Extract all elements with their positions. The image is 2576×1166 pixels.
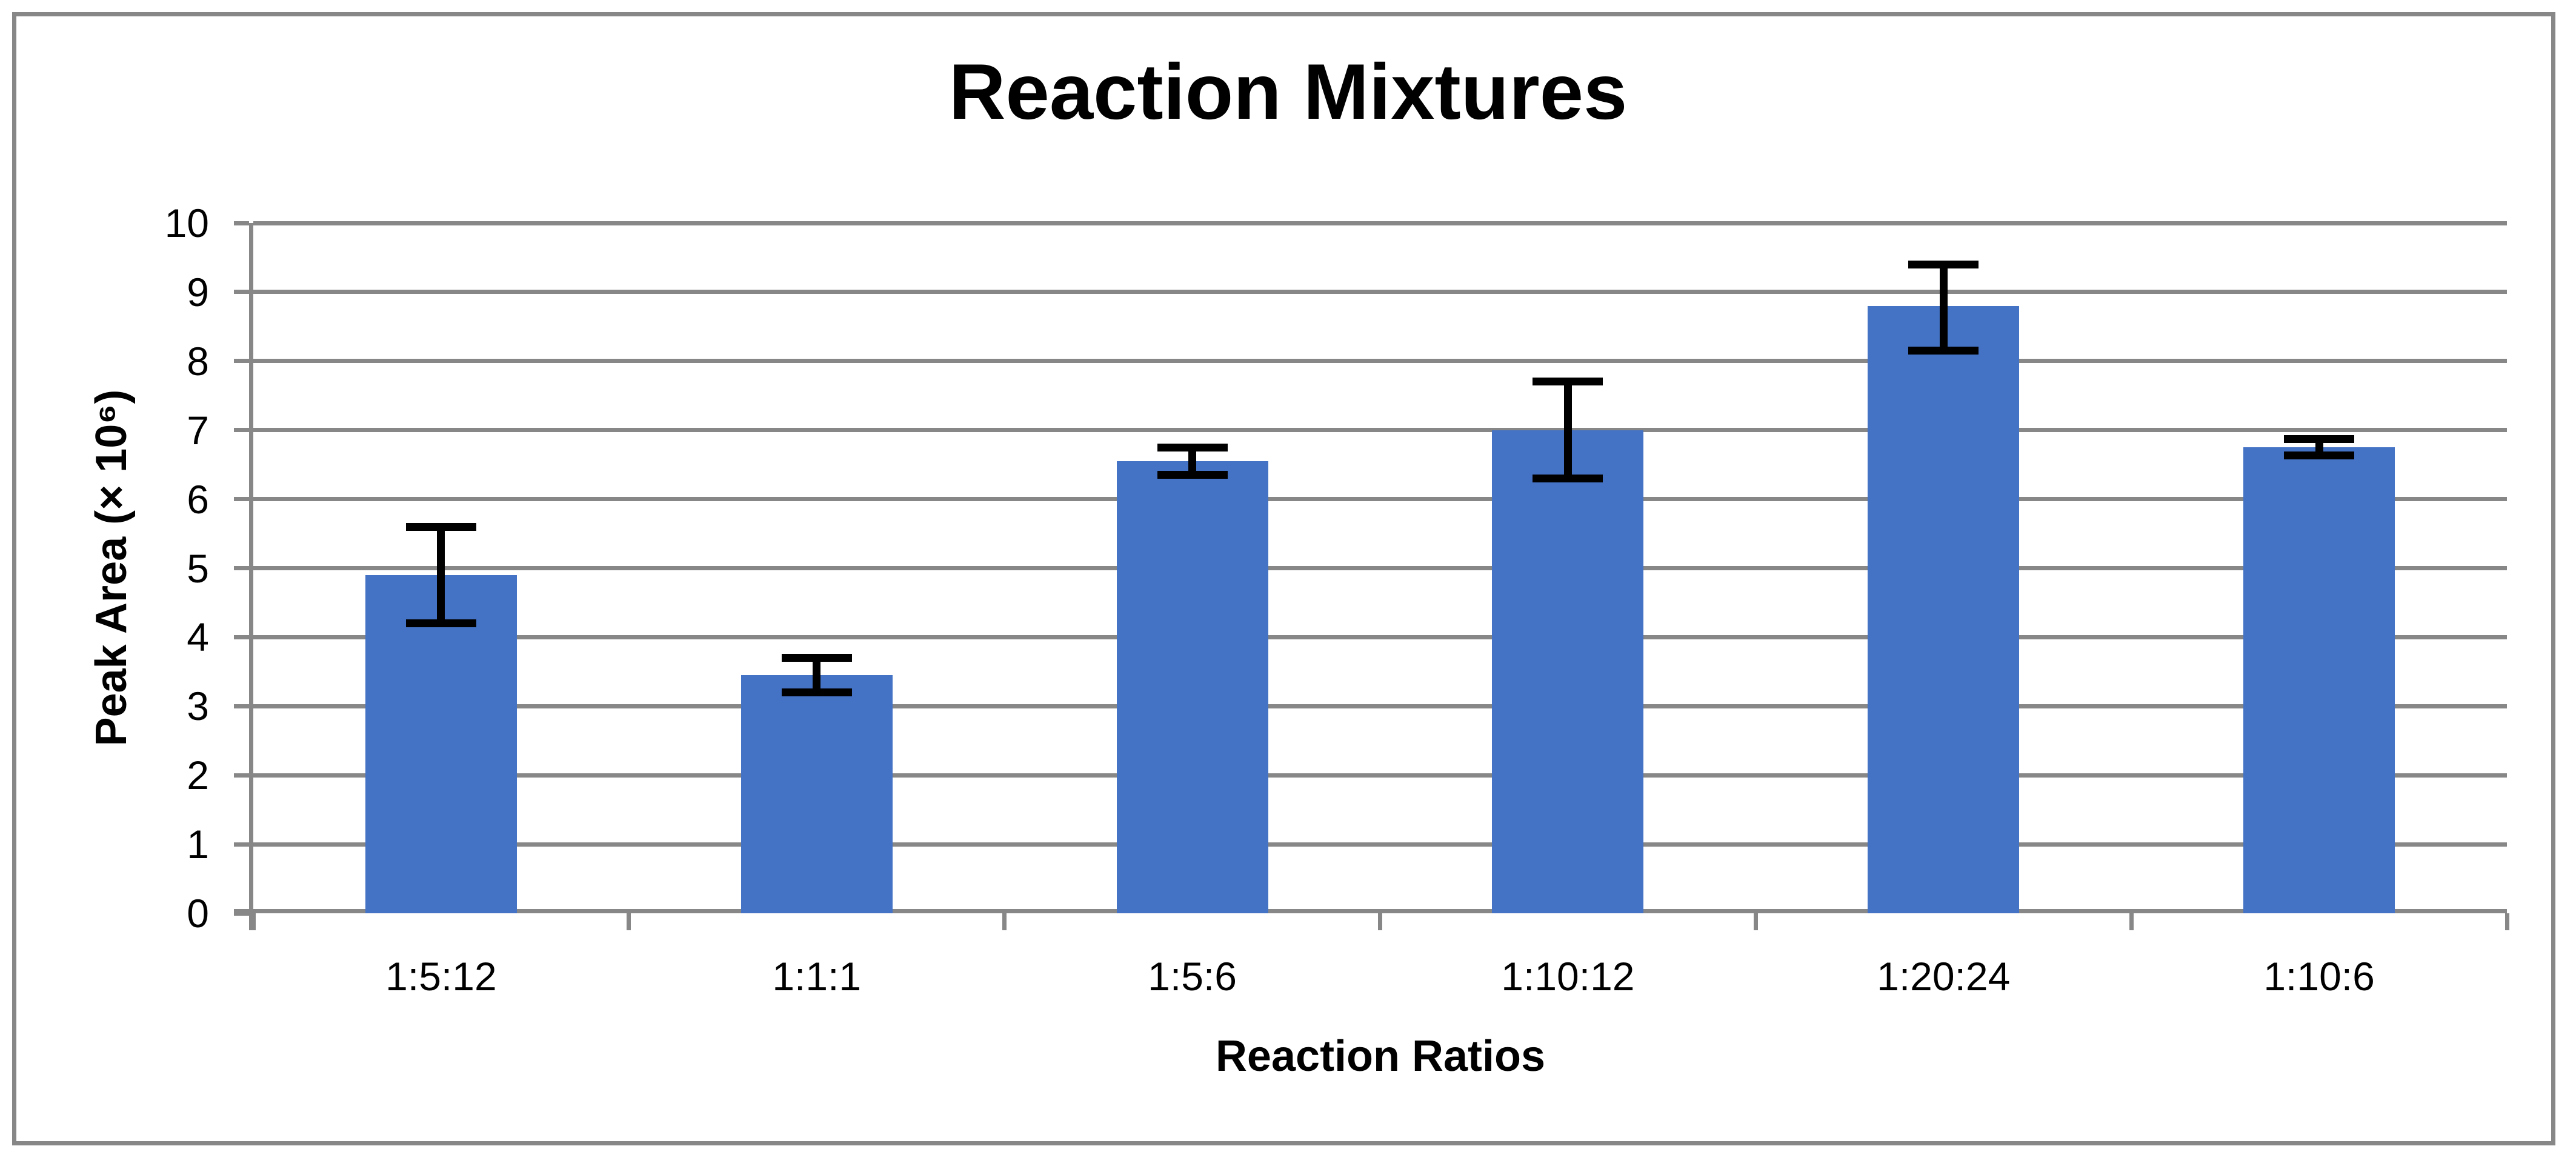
x-tick [1002,913,1007,930]
x-tick [1378,913,1382,930]
error-bar-cap-bottom [2284,451,2355,460]
y-tick-label: 6 [187,476,209,522]
y-tick-label: 0 [187,891,209,936]
y-tick [234,635,249,639]
y-tick-label: 3 [187,684,209,729]
error-bar-cap-bottom [781,688,852,697]
bar [2243,447,2395,913]
error-bar-cap-bottom [1533,474,1603,482]
bar [1868,305,2020,913]
y-tick [234,566,249,570]
x-tick [251,913,256,930]
gridline [253,497,2507,502]
x-tick-label: 1:10:12 [1501,954,1635,999]
x-tick [2129,913,2134,930]
y-tick [234,359,249,364]
y-tick [234,911,249,916]
x-tick-label: 1:20:24 [1877,954,2011,999]
y-tick-label: 9 [187,269,209,315]
gridline [253,221,2507,225]
y-tick-label: 5 [187,545,209,591]
y-tick [234,497,249,502]
gridline [253,290,2507,295]
y-tick [234,428,249,433]
error-bar-cap-bottom [1908,347,1979,355]
y-tick [234,290,249,295]
gridline [253,359,2507,364]
error-bar [813,658,821,693]
x-tick-label: 1:1:1 [772,954,862,999]
error-bar [437,527,445,624]
x-tick-label: 1:5:6 [1148,954,1237,999]
x-tick-label: 1:5:12 [385,954,497,999]
x-tick [1753,913,1758,930]
x-tick [2504,913,2509,930]
y-axis-title: Peak Area (× 10⁶) [87,389,136,747]
error-bar-cap-top [2284,435,2355,443]
y-tick [234,842,249,847]
chart-title: Reaction Mixtures [948,47,1628,136]
error-bar-cap-bottom [1157,471,1228,479]
error-bar [2315,439,2323,456]
error-bar-cap-top [405,522,476,531]
error-bar-cap-top [781,654,852,662]
gridline [253,704,2507,708]
x-axis-line [234,909,2507,913]
error-bar [1939,264,1948,351]
y-axis-line [249,223,253,930]
error-bar-cap-top [1157,443,1228,451]
gridline [253,842,2507,847]
plot-area: 0 1 2 3 4 5 6 7 8 9 10 1:5:12 1:1:1 1:5:6 1:10:12 1:20:… [165,201,2509,999]
x-tick-label: 1:10:6 [2263,954,2375,999]
gridline [253,635,2507,639]
error-bar-cap-top [1533,378,1603,386]
y-tick-label: 10 [164,201,209,245]
gridline [253,566,2507,570]
gridline [253,428,2507,433]
bar [365,575,517,913]
error-bar-cap-top [1908,260,1979,268]
y-tick-label: 8 [187,338,209,384]
x-axis-title: Reaction Ratios [1215,1032,1546,1081]
y-tick-label: 4 [187,615,209,660]
error-bar-cap-bottom [405,619,476,628]
y-tick [234,221,249,225]
y-tick [234,704,249,708]
y-tick [234,773,249,778]
y-tick-label: 7 [187,407,209,453]
bar [741,675,893,913]
bar [1492,430,1644,913]
x-tick [627,913,631,930]
y-tick-label: 1 [187,822,209,867]
error-bar [1563,381,1572,479]
gridline [253,773,2507,778]
y-tick-label: 2 [187,753,209,798]
bar [1116,461,1268,913]
error-bar [1188,447,1197,475]
